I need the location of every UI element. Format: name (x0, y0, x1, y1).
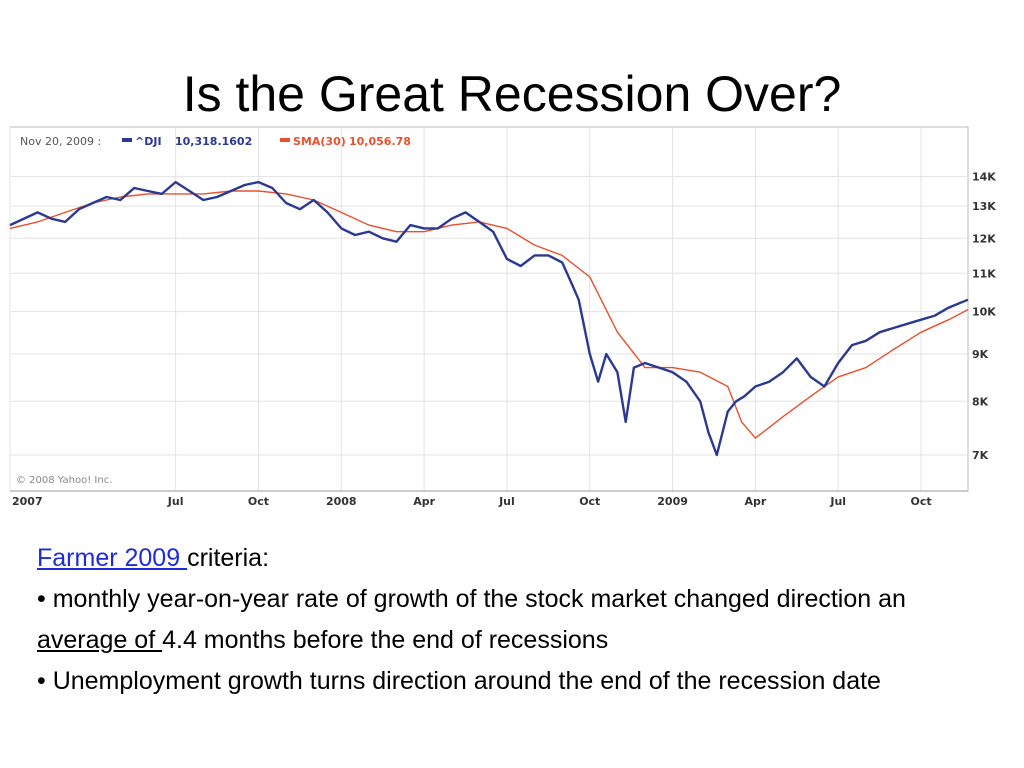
x-tick-label: Jul (498, 495, 515, 508)
y-tick-label: 7K (972, 449, 989, 462)
slide-body: Farmer 2009 criteria: • monthly year-on-… (37, 538, 997, 702)
chart-header: Nov 20, 2009 : ^DJI 10,318.1602 SMA(30) … (20, 135, 411, 148)
farmer-2009-link[interactable]: Farmer 2009 (37, 544, 188, 572)
dji-series-line (9, 180, 969, 457)
x-tick-label: Oct (579, 495, 600, 508)
sma-series-line (9, 190, 969, 439)
y-tick-label: 11K (972, 267, 996, 280)
x-tick-label: 2009 (657, 495, 688, 508)
bullet1-underlined: average of (37, 626, 163, 654)
y-tick-label: 13K (972, 200, 996, 213)
y-axis-labels: 14K 13K 12K 11K 10K 9K 8K 7K (972, 170, 996, 462)
x-tick-label: Apr (745, 495, 767, 508)
y-tick-label: 10K (972, 306, 996, 319)
x-tick-label: 2008 (326, 495, 357, 508)
x-tick-label: Oct (248, 495, 269, 508)
sma-legend-value: 10,056.78 (349, 135, 411, 148)
bullet-stock-market: • monthly year-on-year rate of growth of… (37, 579, 997, 661)
plot-area (9, 126, 969, 492)
y-tick-label: 12K (972, 232, 996, 245)
chart-copyright: © 2008 Yahoo! Inc. (16, 475, 112, 486)
sma-legend-swatch (280, 138, 290, 142)
x-tick-label: 2007 (12, 495, 43, 508)
series-layer (9, 180, 969, 457)
x-tick-label: Oct (910, 495, 931, 508)
dji-legend-swatch (122, 138, 132, 142)
stock-chart: Nov 20, 2009 : ^DJI 10,318.1602 SMA(30) … (4, 120, 1004, 514)
sma-legend-label: SMA(30) (293, 135, 346, 148)
dji-legend-value: 10,318.1602 (175, 135, 252, 148)
x-axis-labels: 2007 Jul Oct 2008 Apr Jul Oct 2009 Apr Jul Oct (10, 490, 968, 508)
header-date: Nov 20, 2009 : (20, 135, 101, 148)
criteria-line: Farmer 2009 criteria: (37, 538, 997, 579)
x-tick-label: Jul (829, 495, 846, 508)
y-tick-label: 14K (972, 170, 996, 183)
y-tick-label: 8K (972, 395, 989, 408)
criteria-label: criteria: (187, 544, 270, 572)
chart-svg: Nov 20, 2009 : ^DJI 10,318.1602 SMA(30) … (9, 126, 996, 508)
bullet1-text-b: 4.4 months before the end of recessions (162, 626, 609, 654)
bullet-unemployment: • Unemployment growth turns direction ar… (37, 661, 997, 702)
x-tick-label: Jul (167, 495, 184, 508)
bullet2-text: • Unemployment growth turns direction ar… (37, 667, 881, 695)
dji-legend-label: ^DJI (135, 135, 162, 148)
slide-title: Is the Great Recession Over? (182, 66, 842, 122)
y-tick-label: 9K (972, 348, 989, 361)
x-tick-label: Apr (413, 495, 435, 508)
grid-layer (9, 127, 968, 491)
bullet1-text-a: • monthly year-on-year rate of growth of… (37, 585, 906, 613)
